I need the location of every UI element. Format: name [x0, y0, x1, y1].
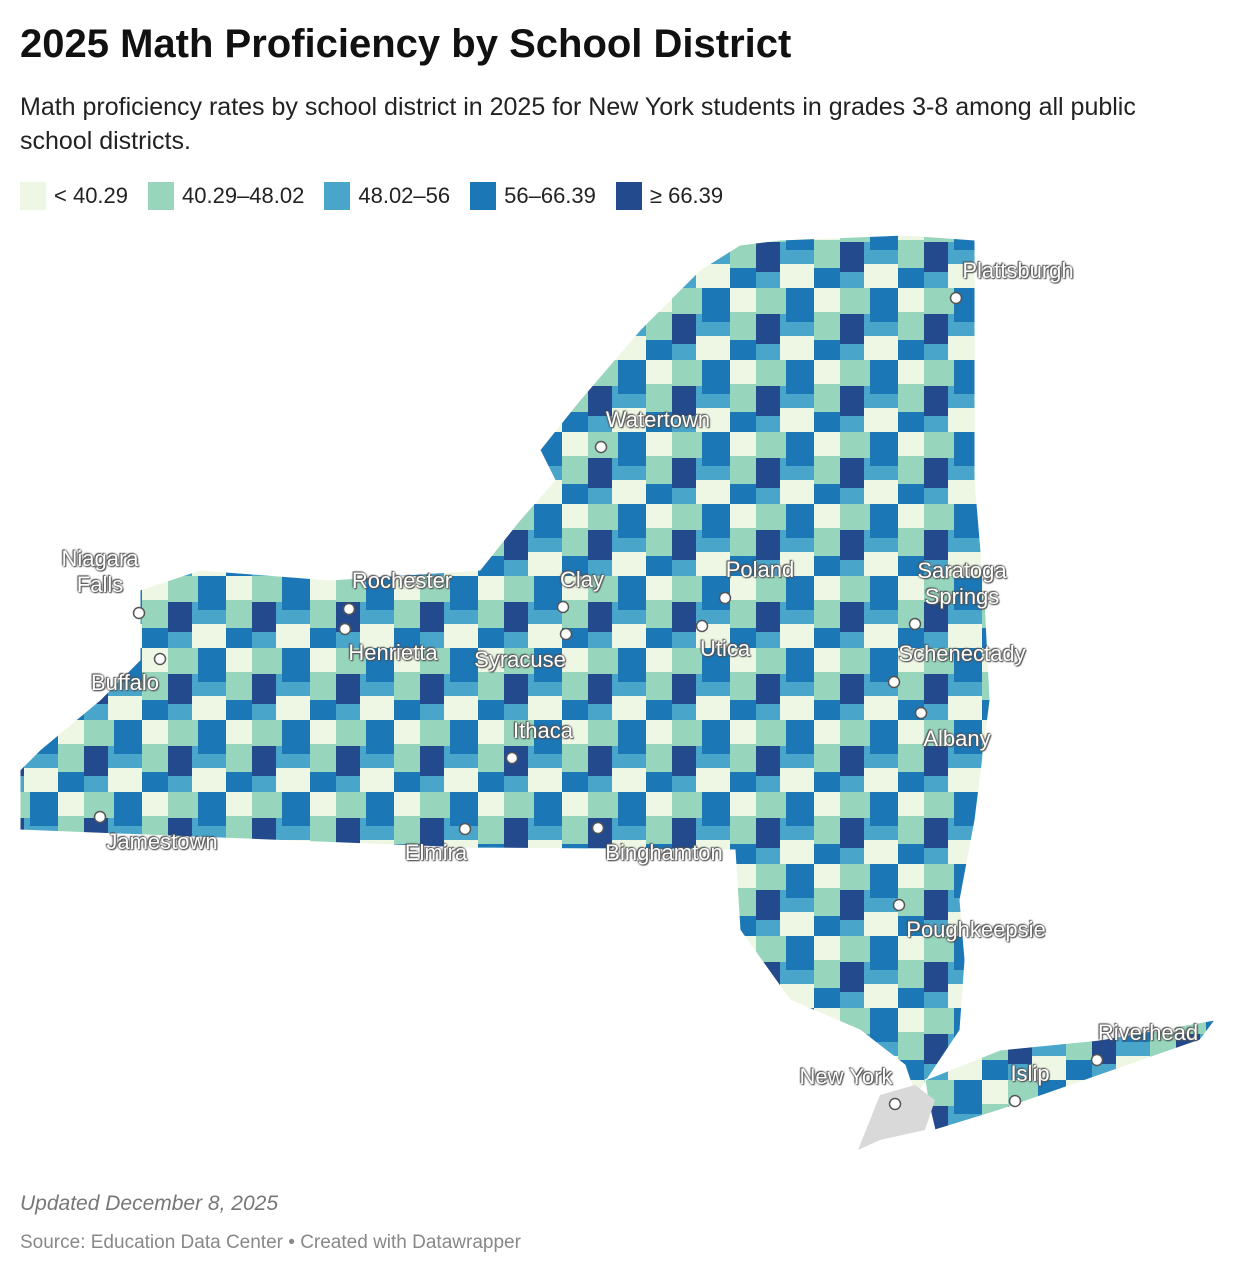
source-note: Source: Education Data Center • Created … — [20, 1232, 521, 1253]
city-dot — [695, 619, 709, 633]
city-dot — [718, 591, 732, 605]
city-dot — [505, 751, 519, 765]
city-label: Niagara Falls — [61, 546, 139, 597]
city-dot — [458, 822, 472, 836]
legend-item: < 40.29 — [20, 182, 128, 210]
legend-label: 56–66.39 — [504, 183, 596, 208]
city-dot — [342, 602, 356, 616]
city-dot — [1008, 1094, 1022, 1108]
legend-label: ≥ 66.39 — [649, 183, 724, 208]
city-label: Poland — [725, 557, 795, 582]
city-label: New York — [799, 1064, 893, 1089]
city-label: Binghamton — [605, 840, 723, 865]
city-label: Plattsburgh — [962, 258, 1074, 283]
city-dot — [892, 898, 906, 912]
legend-swatch — [148, 182, 175, 210]
legend-item: 56–66.39 — [470, 182, 596, 210]
legend-item: 48.02–56 — [324, 182, 450, 210]
city-dot — [591, 821, 605, 835]
city-dot — [594, 440, 608, 454]
long-island — [924, 1019, 1217, 1131]
city-label: Elmira — [404, 840, 468, 865]
title: 2025 Math Proficiency by School District — [20, 22, 792, 66]
legend-label: 40.29–48.02 — [182, 183, 305, 208]
city-label: Poughkeepsie — [906, 917, 1046, 942]
city-label: Rochester — [351, 568, 453, 593]
city-label: Saratoga Springs — [917, 558, 1007, 609]
city-label: Riverhead — [1097, 1020, 1199, 1045]
city-dot — [887, 675, 901, 689]
subtitle: Math proficiency rates by school distric… — [20, 93, 1136, 155]
city-label: Schenectady — [898, 641, 1026, 666]
city-dot — [338, 622, 352, 636]
city-dot — [908, 617, 922, 631]
legend-item: ≥ 66.39 — [615, 182, 724, 210]
city-label: Syracuse — [474, 647, 566, 672]
legend-label: < 40.29 — [54, 183, 129, 208]
city-dot — [888, 1097, 902, 1111]
new-york-city — [858, 1085, 935, 1150]
updated-note: Updated December 8, 2025 — [20, 1192, 278, 1215]
city-dot — [93, 810, 107, 824]
legend-item: 40.29–48.02 — [148, 182, 304, 210]
city-label: Watertown — [605, 407, 711, 432]
city-label: Henrietta — [348, 640, 438, 665]
city-label: Islip — [1010, 1061, 1050, 1086]
legend: < 40.29 40.29–48.02 48.02–56 56–66.39 ≥ 66.3… — [20, 182, 723, 210]
city-dot — [914, 706, 928, 720]
legend-swatch — [20, 182, 46, 210]
city-dot — [556, 600, 570, 614]
city-dot — [949, 291, 963, 305]
city-dot — [559, 627, 573, 641]
city-label: Albany — [923, 726, 991, 751]
city-label: Clay — [559, 567, 605, 592]
city-label: Buffalo — [90, 670, 160, 695]
city-label: Jamestown — [106, 829, 218, 854]
city-dot — [1090, 1053, 1104, 1067]
state-outline — [19, 234, 991, 1151]
legend-swatch — [324, 182, 351, 210]
legend-swatch — [615, 182, 642, 210]
legend-swatch — [470, 182, 497, 210]
city-dot — [132, 606, 146, 620]
city-dot — [153, 652, 167, 666]
legend-label: 48.02–56 — [358, 183, 451, 208]
city-label: Utica — [699, 636, 751, 661]
city-label: Ithaca — [513, 718, 573, 743]
